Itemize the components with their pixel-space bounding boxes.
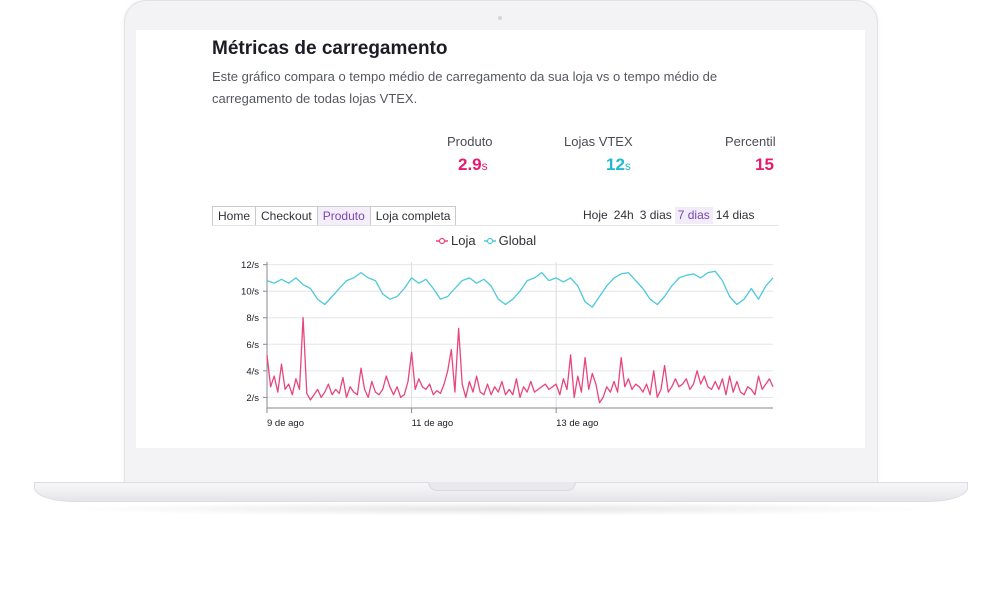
range-tab-hoje[interactable]: Hoje xyxy=(583,208,608,222)
metric-percentil-label: Percentil xyxy=(725,134,776,149)
metric-lojas-vtex-label: Lojas VTEX xyxy=(564,134,633,149)
metric-produto-unit: s xyxy=(481,159,488,173)
legend-global-icon xyxy=(483,237,496,244)
range-tab-24h[interactable]: 24h xyxy=(613,208,634,222)
y-tick-label: 8/s xyxy=(246,313,259,324)
metric-percentil-number: 15 xyxy=(755,155,774,174)
x-tick-label: 13 de ago xyxy=(556,418,598,429)
laptop-base-notch xyxy=(428,482,576,491)
legend-item-global[interactable]: Global xyxy=(483,233,537,248)
series-line-global xyxy=(266,270,774,308)
laptop-shadow xyxy=(60,502,942,516)
tab-home[interactable]: Home xyxy=(213,207,257,225)
metric-lojas-vtex-number: 12 xyxy=(606,155,625,174)
laptop-screen: Métricas de carregamento Este gráfico co… xyxy=(136,30,865,448)
y-tick-label: 4/s xyxy=(246,366,259,377)
tab-produto[interactable]: Produto xyxy=(317,207,371,225)
y-tick-label: 6/s xyxy=(246,340,259,351)
range-tab-7-dias[interactable]: 7 dias xyxy=(674,207,713,224)
y-tick-label: 2/s xyxy=(246,393,259,404)
metric-percentil-value: 15 xyxy=(755,155,774,175)
time-range-tabs: Hoje 24h 3 dias 7 dias 14 dias xyxy=(580,207,757,224)
x-tick-label: 9 de ago xyxy=(267,418,304,429)
metric-produto-number: 2.9 xyxy=(458,155,482,174)
tab-loja-completa[interactable]: Loja completa xyxy=(375,209,451,223)
legend-loja-icon xyxy=(436,237,448,244)
page-description: Este gráfico compara o tempo médio de ca… xyxy=(212,69,718,106)
chart-axes: 12/s 10/s 8/s 6/s 4/s 2/s 9 de ago 11 de ago 13 … xyxy=(241,260,773,429)
load-time-chart: 12/s 10/s 8/s 6/s 4/s 2/s 9 de ago 11 de ago 13 … xyxy=(241,260,774,429)
camera-icon xyxy=(498,16,502,20)
laptop-screen-chin xyxy=(136,448,865,482)
range-tab-14-dias[interactable]: 14 dias xyxy=(715,208,755,222)
page-type-tabs: Home Checkout Produto Loja completa xyxy=(212,206,457,226)
x-tick-label: 11 de ago xyxy=(412,418,454,429)
metric-lojas-vtex-unit: s xyxy=(624,159,631,173)
tabs-divider xyxy=(212,225,778,226)
chart-series xyxy=(266,270,774,404)
y-tick-label: 12/s xyxy=(241,260,259,271)
tab-checkout[interactable]: Checkout xyxy=(256,207,318,225)
chart-legend: Loja Global xyxy=(436,233,536,248)
metric-lojas-vtex-value: 12s xyxy=(606,155,631,175)
legend-global-label: Global xyxy=(498,233,537,248)
metric-produto-value: 2.9s xyxy=(458,155,488,175)
metric-produto-label: Produto xyxy=(447,134,493,149)
range-tab-3-dias[interactable]: 3 dias xyxy=(639,208,672,222)
page-title: Métricas de carregamento xyxy=(212,38,448,59)
legend-loja-label: Loja xyxy=(451,233,476,248)
y-tick-label: 10/s xyxy=(241,287,259,298)
legend-item-loja[interactable]: Loja xyxy=(436,233,476,248)
series-line-loja xyxy=(266,317,774,404)
